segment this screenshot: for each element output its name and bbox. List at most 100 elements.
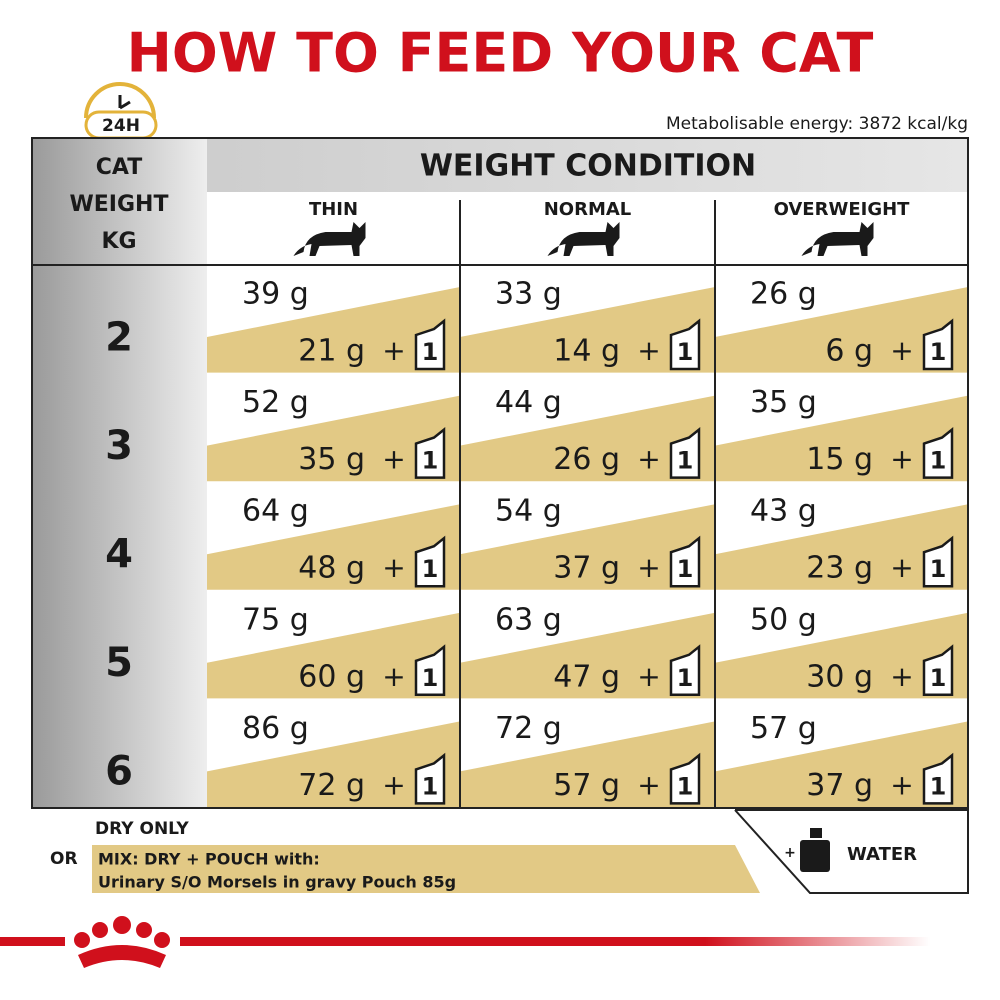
pouch-icon xyxy=(669,752,701,805)
dry-amount: 63 g xyxy=(495,602,562,637)
mix-amount: 47 g xyxy=(553,659,620,694)
mix-amount: 37 g xyxy=(553,551,620,586)
mix-amount: 35 g xyxy=(298,442,365,477)
pouch-count: 1 xyxy=(422,338,439,366)
weight: 3 xyxy=(105,423,133,469)
energy: Metabolisable energy: 3872 kcal/kg xyxy=(666,114,968,134)
mix-amount: 30 g xyxy=(806,659,873,694)
water: WATER xyxy=(847,844,917,865)
weight: 4 xyxy=(105,532,133,578)
red-line-right xyxy=(180,937,930,946)
plus: + xyxy=(890,334,913,367)
mix-band xyxy=(460,612,715,700)
weight-column xyxy=(32,138,207,808)
dry-amount: 54 g xyxy=(495,494,562,529)
dry-amount: 44 g xyxy=(495,385,562,420)
pouch-icon xyxy=(414,318,446,371)
water-icon xyxy=(800,828,830,872)
weight: 6 xyxy=(105,749,133,795)
dry-amount: 43 g xyxy=(750,494,817,529)
weight-heading: WEIGHT xyxy=(70,192,169,217)
pouch-icon xyxy=(922,318,954,371)
mix-band xyxy=(715,395,968,483)
water-plus: + xyxy=(784,845,796,861)
dry-amount: 52 g xyxy=(242,385,309,420)
mix-band xyxy=(460,287,715,374)
plus: + xyxy=(382,768,405,801)
weight: 2 xyxy=(105,314,133,360)
dry-amount: 57 g xyxy=(750,711,817,746)
pouch-icon xyxy=(922,752,954,805)
pouch-count: 1 xyxy=(677,338,694,366)
pouch-icon xyxy=(669,318,701,371)
pouch-count: 1 xyxy=(930,664,947,692)
mix-band xyxy=(207,395,460,483)
mix-band xyxy=(92,845,760,893)
mix-amount: 14 g xyxy=(553,334,620,369)
mix-amount: 60 g xyxy=(298,659,365,694)
clock-icon xyxy=(84,82,158,140)
mix-amount: 57 g xyxy=(553,768,620,803)
mix-amount: 48 g xyxy=(298,551,365,586)
column-heading: THIN xyxy=(309,199,358,220)
dry-amount: 50 g xyxy=(750,602,817,637)
plus: + xyxy=(890,768,913,801)
pouch-icon xyxy=(669,426,701,479)
mix-band xyxy=(207,287,460,374)
plus: + xyxy=(382,660,405,693)
plus: + xyxy=(637,660,660,693)
mix-band xyxy=(207,612,460,700)
mix-amount: 6 g xyxy=(825,334,873,369)
mix-band xyxy=(207,721,460,808)
pouch-icon xyxy=(669,535,701,588)
mix-band xyxy=(460,504,715,591)
red-line-left xyxy=(0,937,65,946)
pouch-icon xyxy=(414,752,446,805)
mix-band xyxy=(715,504,968,591)
mix-label: MIX: DRY + POUCH with: xyxy=(98,850,320,869)
plus: + xyxy=(890,443,913,476)
pouch-icon xyxy=(922,535,954,588)
pouch-icon xyxy=(669,644,701,697)
title: HOW TO FEED YOUR CAT xyxy=(127,22,874,85)
weight-heading: CAT xyxy=(96,155,142,180)
pouch-count: 1 xyxy=(677,447,694,475)
column-heading: OVERWEIGHT xyxy=(774,199,911,220)
mix-band xyxy=(715,721,968,808)
pouch-icon xyxy=(414,426,446,479)
mix-band xyxy=(715,612,968,700)
cat-icon xyxy=(293,222,366,256)
dry-amount: 33 g xyxy=(495,277,562,312)
dry-amount: 26 g xyxy=(750,277,817,312)
plus: + xyxy=(637,551,660,584)
mix-amount: 26 g xyxy=(553,442,620,477)
pouch-count: 1 xyxy=(930,772,947,800)
mix-amount: 72 g xyxy=(298,768,365,803)
pouch-count: 1 xyxy=(422,555,439,583)
plus: + xyxy=(637,334,660,367)
dry-amount: 39 g xyxy=(242,277,309,312)
mix-band xyxy=(460,721,715,808)
plus: + xyxy=(890,660,913,693)
pouch-icon xyxy=(922,426,954,479)
pouch-count: 1 xyxy=(677,664,694,692)
pouch-count: 1 xyxy=(930,555,947,583)
crown-logo xyxy=(74,916,170,968)
dry-amount: 64 g xyxy=(242,494,309,529)
mix-amount: 21 g xyxy=(298,334,365,369)
or: OR xyxy=(50,849,78,869)
pouch-count: 1 xyxy=(422,447,439,475)
mix-band xyxy=(460,395,715,483)
plus: + xyxy=(890,551,913,584)
plus: + xyxy=(382,551,405,584)
pouch-count: 1 xyxy=(930,447,947,475)
condition-heading: WEIGHT CONDITION xyxy=(420,149,756,184)
dry-amount: 35 g xyxy=(750,385,817,420)
water-box xyxy=(734,809,969,894)
weight: 5 xyxy=(105,640,133,686)
pouch-icon xyxy=(414,644,446,697)
pouch-icon xyxy=(922,644,954,697)
column-heading: NORMAL xyxy=(544,199,632,220)
mix-band xyxy=(715,287,968,374)
